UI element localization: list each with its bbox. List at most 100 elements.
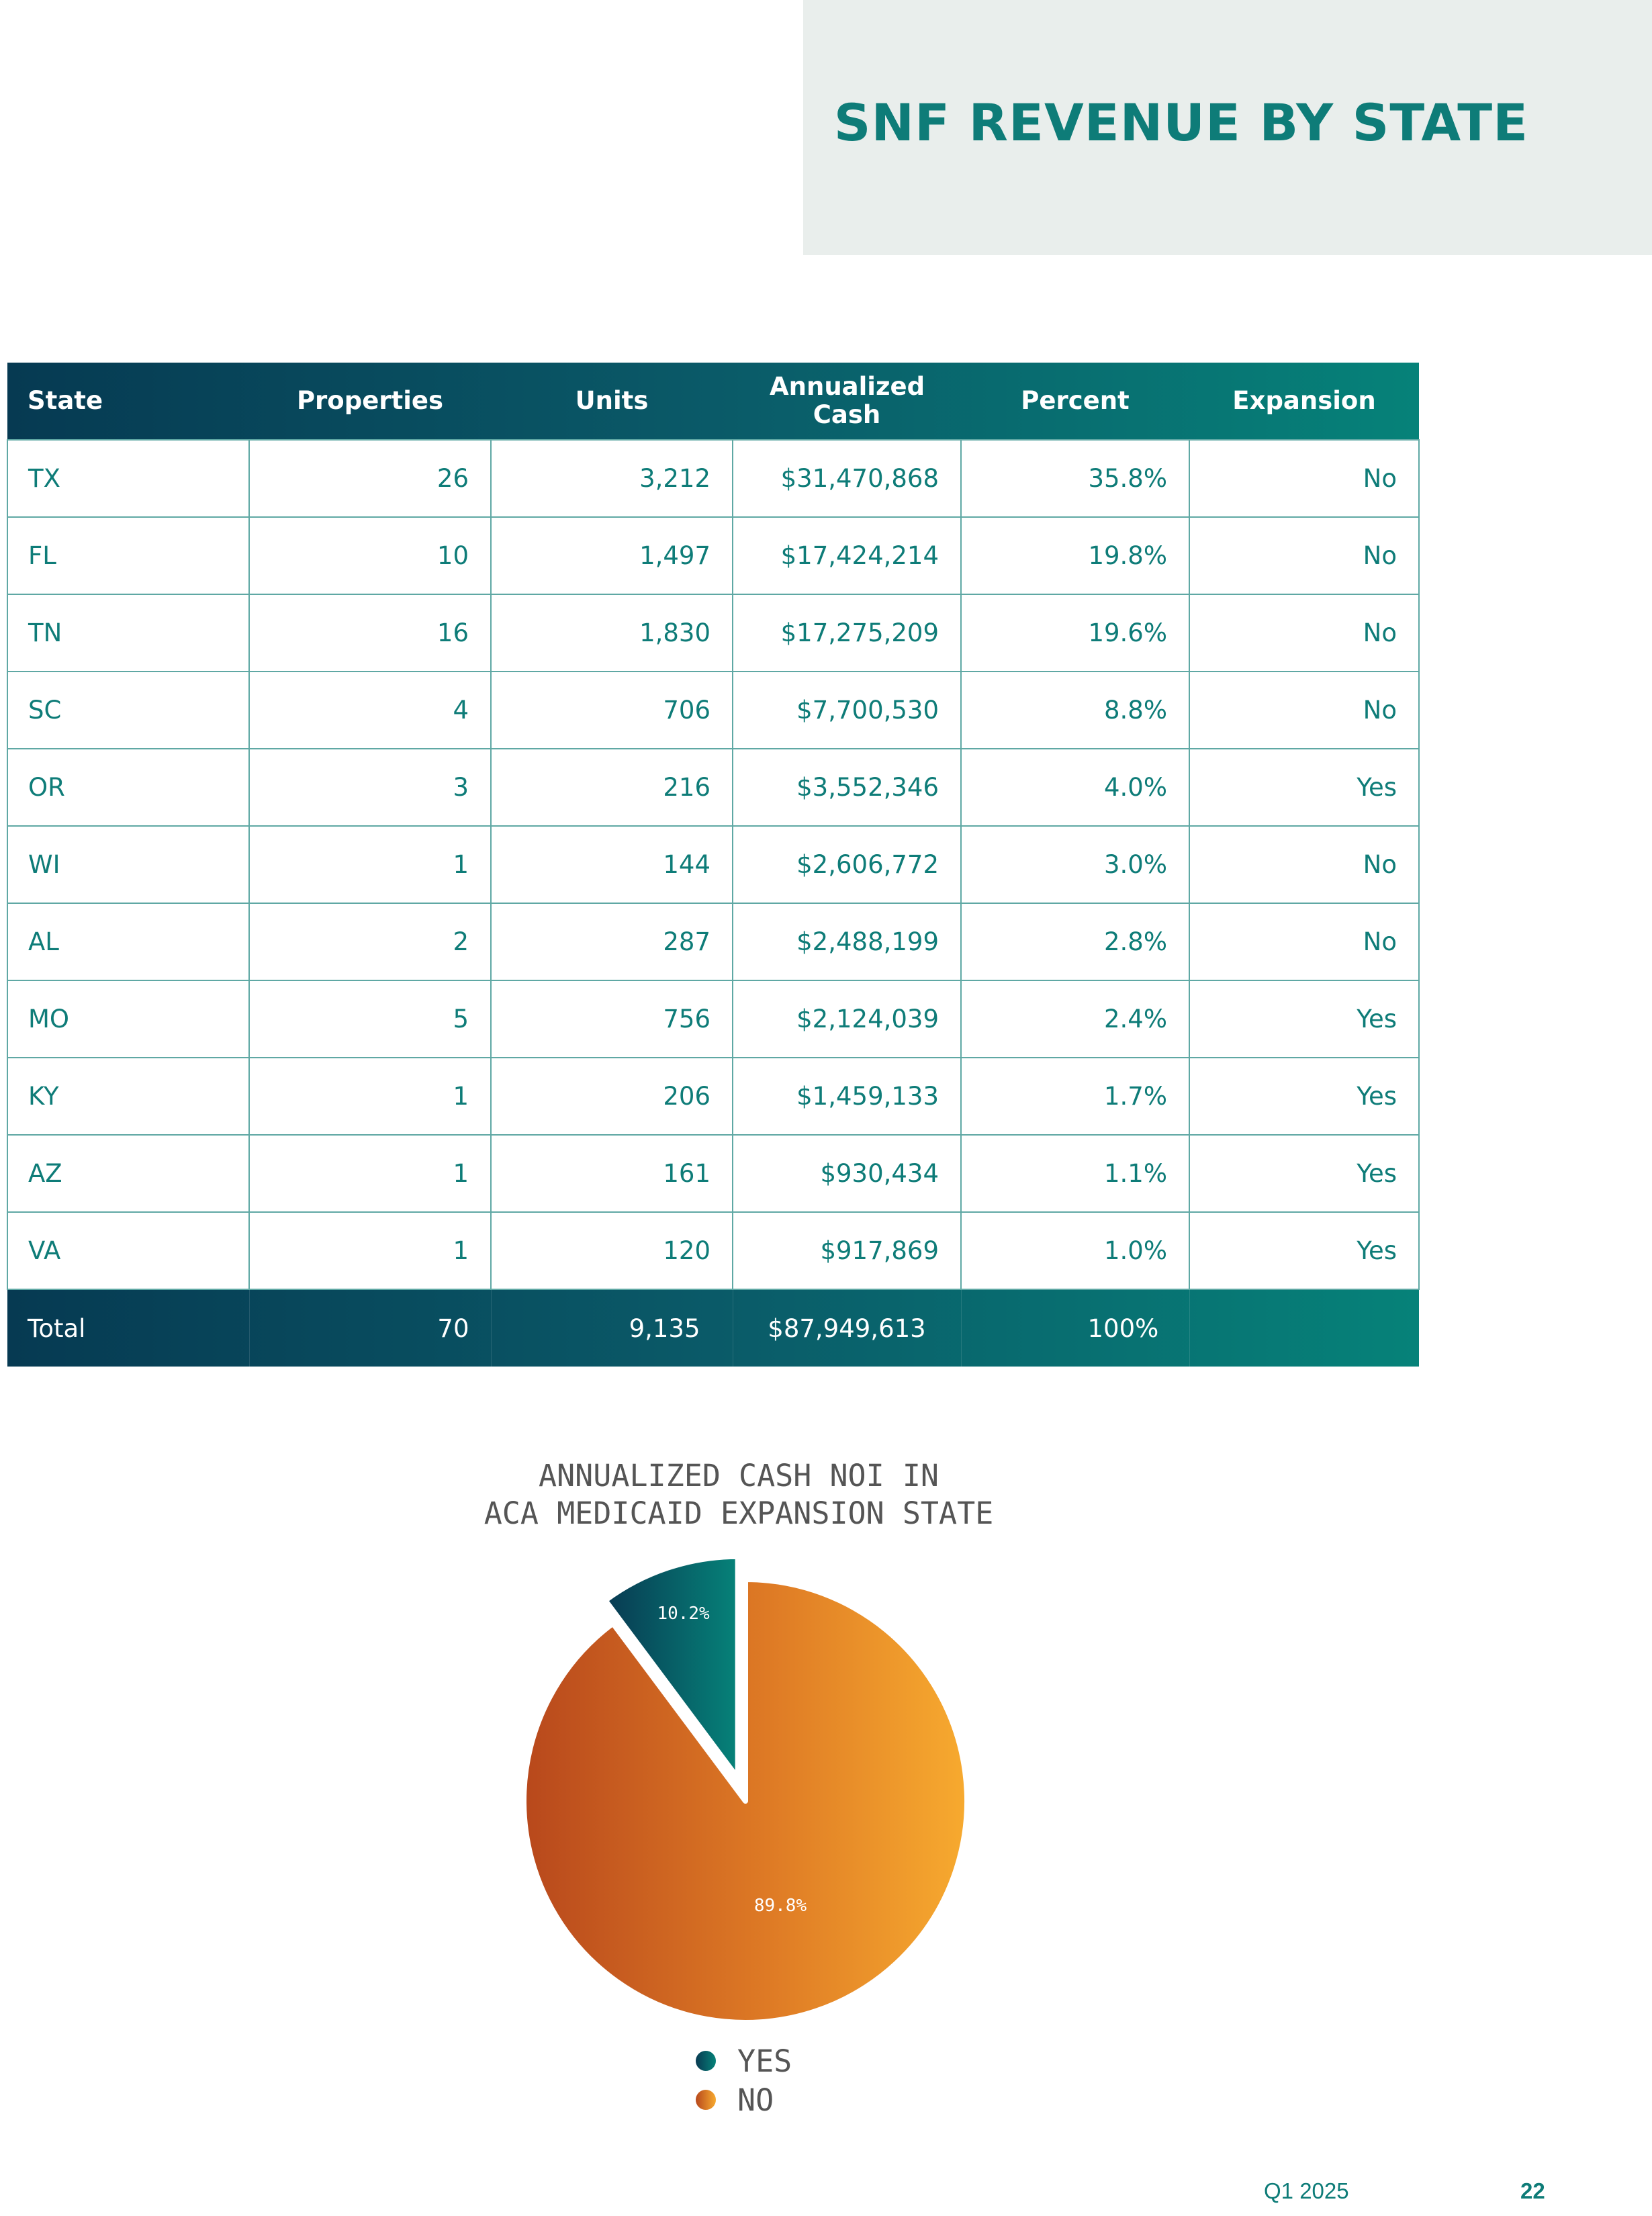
cell-expansion: Yes <box>1189 1211 1420 1290</box>
cell-units: 1,830 <box>490 594 733 672</box>
table-row: AL 2 287 $2,488,199 2.8% No <box>7 903 1420 981</box>
cell-expansion: No <box>1189 439 1420 518</box>
cell-percent: 1.0% <box>960 1211 1190 1290</box>
total-units: 9,135 <box>491 1289 733 1367</box>
table-row: FL 10 1,497 $17,424,214 19.8% No <box>7 516 1420 595</box>
cell-annualized-cash: $3,552,346 <box>732 748 962 827</box>
column-header-units: Units <box>575 386 649 415</box>
cell-percent: 2.4% <box>960 980 1190 1058</box>
total-expansion-empty <box>1189 1289 1420 1367</box>
cell-properties: 1 <box>248 1134 492 1213</box>
cell-units: 706 <box>490 671 733 749</box>
revenue-table: State Properties Units Annualized Cash P… <box>7 363 1420 1367</box>
cell-percent: 8.8% <box>960 671 1190 749</box>
table-row: TX 26 3,212 $31,470,868 35.8% No <box>7 439 1420 518</box>
chart-title: ANNUALIZED CASH NOI IN ACA MEDICAID EXPA… <box>484 1458 994 1531</box>
cell-expansion: No <box>1189 903 1420 981</box>
legend-item-no: NO <box>696 2080 792 2119</box>
column-header-percent: Percent <box>1021 386 1130 415</box>
cell-units: 144 <box>490 825 733 904</box>
page-number: 22 <box>1520 2178 1545 2203</box>
cell-expansion: Yes <box>1189 980 1420 1058</box>
table-row: TN 16 1,830 $17,275,209 19.6% No <box>7 594 1420 672</box>
pie-label-yes: 10.2% <box>657 1604 710 1624</box>
table-row: OR 3 216 $3,552,346 4.0% Yes <box>7 748 1420 827</box>
cell-properties: 4 <box>248 671 492 749</box>
cell-state: SC <box>7 671 250 749</box>
cell-state: FL <box>7 516 250 595</box>
cell-expansion: Yes <box>1189 1057 1420 1136</box>
cell-properties: 1 <box>248 825 492 904</box>
cell-state: OR <box>7 748 250 827</box>
cell-percent: 1.1% <box>960 1134 1190 1213</box>
column-header-expansion: Expansion <box>1232 386 1376 415</box>
cell-annualized-cash: $1,459,133 <box>732 1057 962 1136</box>
column-header-annualized-cash: Annualized Cash <box>733 363 961 440</box>
cell-units: 3,212 <box>490 439 733 518</box>
cell-percent: 19.6% <box>960 594 1190 672</box>
cell-annualized-cash: $2,488,199 <box>732 903 962 981</box>
cell-properties: 16 <box>248 594 492 672</box>
cell-state: MO <box>7 980 250 1058</box>
chart-legend: YES NO <box>696 2041 792 2119</box>
cell-state: KY <box>7 1057 250 1136</box>
legend-swatch-no <box>696 2090 716 2110</box>
cell-expansion: No <box>1189 825 1420 904</box>
cell-units: 756 <box>490 980 733 1058</box>
column-header-state: State <box>28 386 103 415</box>
cell-annualized-cash: $17,275,209 <box>732 594 962 672</box>
legend-label-no: NO <box>737 2082 774 2118</box>
cell-expansion: Yes <box>1189 1134 1420 1213</box>
cell-state: TX <box>7 439 250 518</box>
total-properties: 70 <box>249 1289 492 1367</box>
table-row: KY 1 206 $1,459,133 1.7% Yes <box>7 1057 1420 1136</box>
cell-units: 1,497 <box>490 516 733 595</box>
column-header-annualized-cash-label: Annualized Cash <box>770 372 925 429</box>
cell-annualized-cash: $7,700,530 <box>732 671 962 749</box>
pie-slice-yes <box>602 1553 741 1781</box>
cell-state: WI <box>7 825 250 904</box>
table-total-row: Total 70 9,135 $87,949,613 100% <box>7 1289 1420 1367</box>
cell-percent: 19.8% <box>960 516 1190 595</box>
cell-annualized-cash: $917,869 <box>732 1211 962 1290</box>
cell-properties: 2 <box>248 903 492 981</box>
cell-annualized-cash: $2,606,772 <box>732 825 962 904</box>
legend-item-yes: YES <box>696 2041 792 2080</box>
column-header-properties: Properties <box>296 386 444 415</box>
title-banner: SNF REVENUE BY STATE <box>803 0 1652 255</box>
cell-expansion: No <box>1189 671 1420 749</box>
table-row: MO 5 756 $2,124,039 2.4% Yes <box>7 980 1420 1058</box>
cell-state: TN <box>7 594 250 672</box>
cell-units: 161 <box>490 1134 733 1213</box>
cell-units: 120 <box>490 1211 733 1290</box>
footer-period: Q1 2025 <box>1264 2178 1349 2203</box>
cell-percent: 2.8% <box>960 903 1190 981</box>
table-row: AZ 1 161 $930,434 1.1% Yes <box>7 1134 1420 1213</box>
cell-units: 216 <box>490 748 733 827</box>
cell-annualized-cash: $17,424,214 <box>732 516 962 595</box>
cell-units: 206 <box>490 1057 733 1136</box>
cell-expansion: No <box>1189 516 1420 595</box>
pie-slice-no <box>521 1577 970 2025</box>
cell-percent: 1.7% <box>960 1057 1190 1136</box>
cell-percent: 35.8% <box>960 439 1190 518</box>
cell-state: VA <box>7 1211 250 1290</box>
legend-label-yes: YES <box>737 2043 792 2079</box>
table-row: SC 4 706 $7,700,530 8.8% No <box>7 671 1420 749</box>
cell-annualized-cash: $930,434 <box>732 1134 962 1213</box>
cell-expansion: Yes <box>1189 748 1420 827</box>
cell-properties: 1 <box>248 1211 492 1290</box>
cell-units: 287 <box>490 903 733 981</box>
pie-label-no: 89.8% <box>754 1896 807 1916</box>
total-percent: 100% <box>961 1289 1190 1367</box>
cell-annualized-cash: $2,124,039 <box>732 980 962 1058</box>
cell-properties: 26 <box>248 439 492 518</box>
legend-swatch-yes <box>696 2051 716 2071</box>
total-cash: $87,949,613 <box>733 1289 962 1367</box>
table-row: WI 1 144 $2,606,772 3.0% No <box>7 825 1420 904</box>
cell-annualized-cash: $31,470,868 <box>732 439 962 518</box>
cell-expansion: No <box>1189 594 1420 672</box>
cell-properties: 1 <box>248 1057 492 1136</box>
cell-properties: 5 <box>248 980 492 1058</box>
